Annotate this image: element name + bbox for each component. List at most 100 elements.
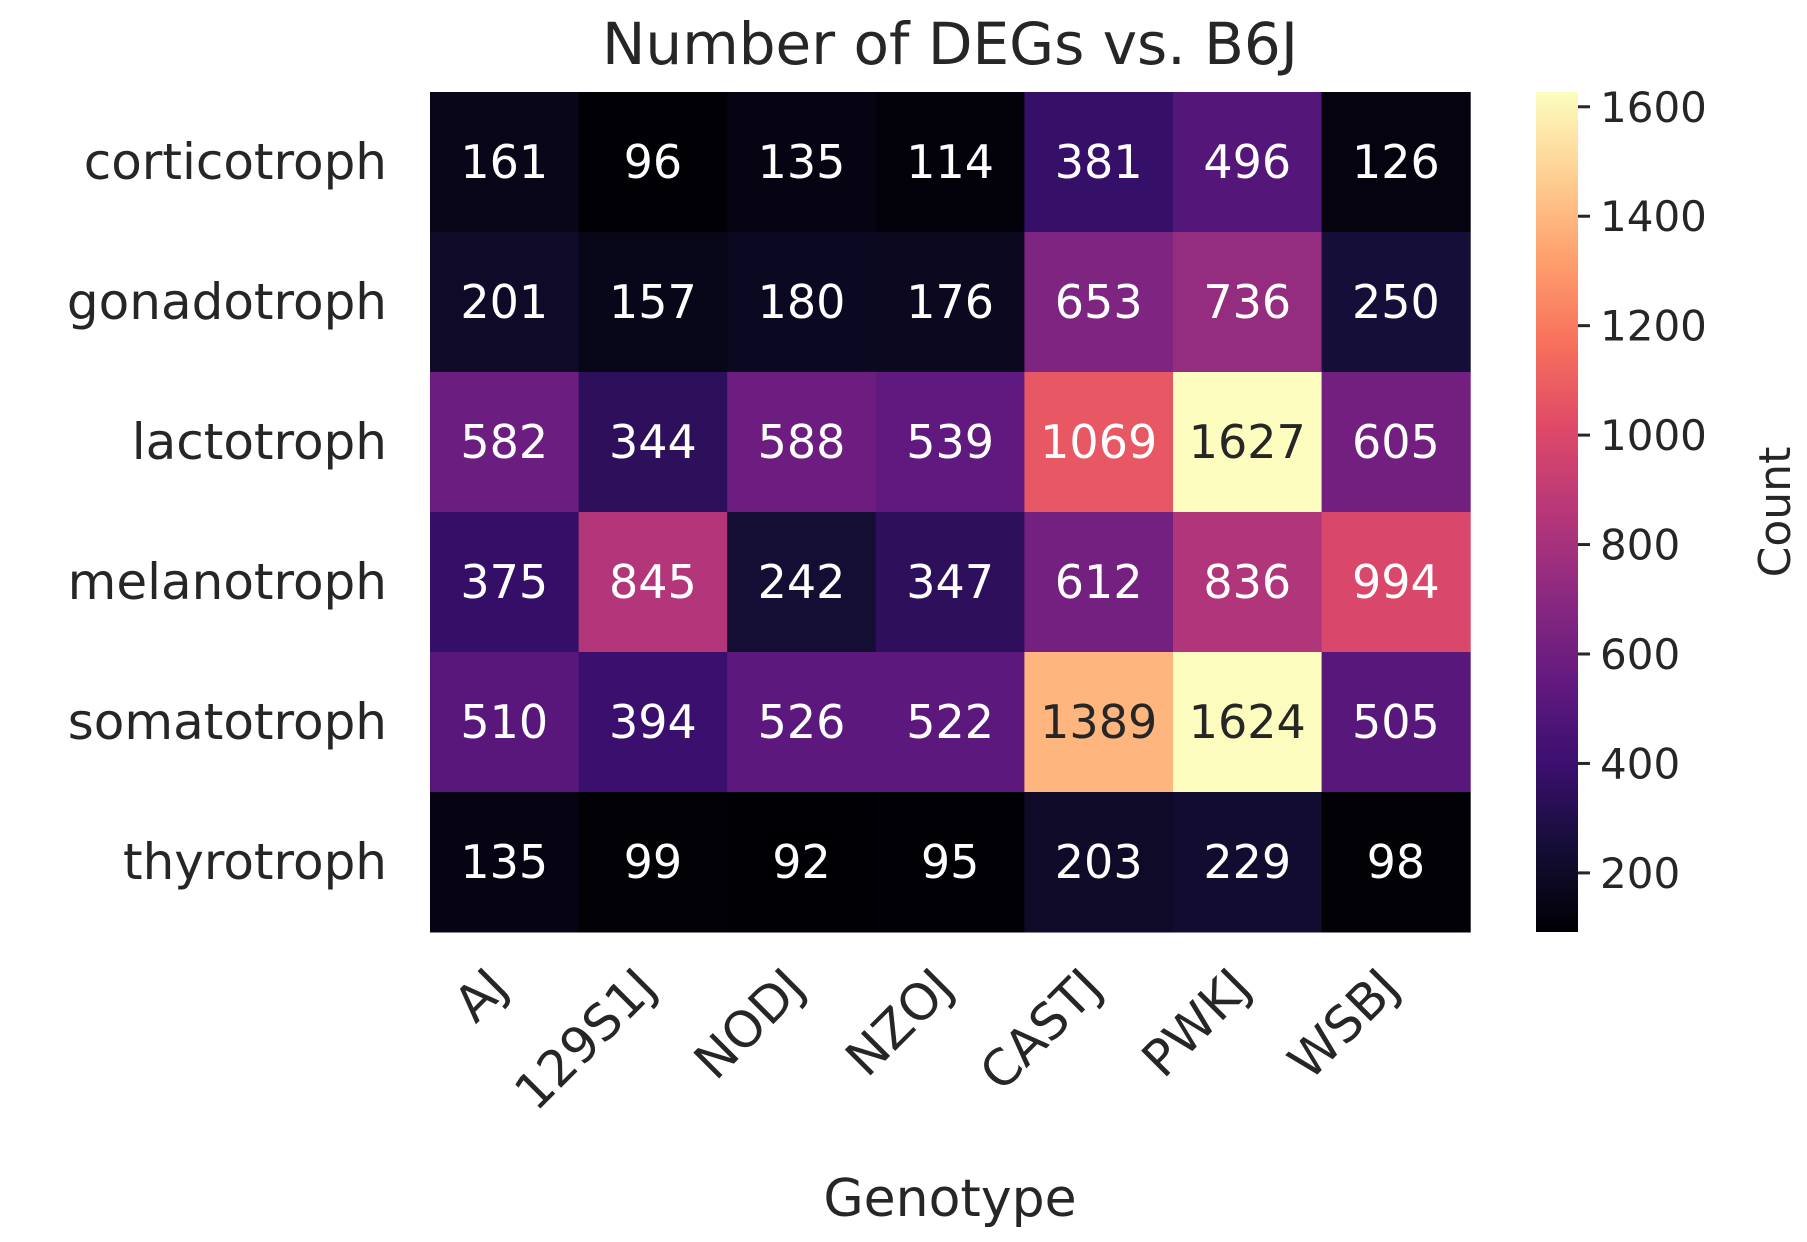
heatmap-cell bbox=[578, 512, 728, 653]
cell-value-label: 1627 bbox=[1189, 415, 1306, 469]
colorbar bbox=[1536, 92, 1578, 932]
cell-value-label: 176 bbox=[906, 275, 994, 329]
cell-value-label: 161 bbox=[460, 135, 548, 189]
x-axis-label: Genotype bbox=[823, 1169, 1076, 1229]
cell-value-label: 114 bbox=[906, 135, 994, 189]
cell-value-label: 347 bbox=[906, 555, 994, 609]
y-tick-label: gonadotroph bbox=[67, 273, 387, 331]
cell-value-label: 180 bbox=[758, 275, 846, 329]
cell-value-label: 92 bbox=[772, 835, 831, 889]
heatmap-cell bbox=[1321, 652, 1471, 793]
heatmap-cell bbox=[430, 512, 580, 653]
heatmap-cell bbox=[430, 232, 580, 373]
x-tick-label: AJ bbox=[443, 957, 519, 1033]
heatmap-cell bbox=[1321, 792, 1471, 933]
cell-value-label: 229 bbox=[1203, 835, 1291, 889]
cell-value-label: 612 bbox=[1055, 555, 1143, 609]
cell-value-label: 201 bbox=[460, 275, 548, 329]
cell-value-label: 375 bbox=[460, 555, 548, 609]
heatmap-cell bbox=[727, 792, 877, 933]
y-tick-label: somatotroph bbox=[68, 693, 387, 751]
heatmap-cell bbox=[578, 92, 728, 233]
x-tick-label: NZOJ bbox=[835, 957, 965, 1087]
cell-value-label: 510 bbox=[460, 695, 548, 749]
heatmap-cell bbox=[1173, 512, 1323, 653]
y-tick-label: thyrotroph bbox=[123, 833, 387, 891]
heatmap-cell bbox=[1024, 232, 1174, 373]
cell-value-label: 994 bbox=[1352, 555, 1440, 609]
heatmap-cell bbox=[875, 232, 1025, 373]
cell-value-label: 522 bbox=[906, 695, 994, 749]
cell-value-label: 1624 bbox=[1189, 695, 1306, 749]
cell-value-label: 1069 bbox=[1040, 415, 1157, 469]
heatmap-cell bbox=[1173, 792, 1323, 933]
cell-value-label: 582 bbox=[460, 415, 548, 469]
cell-value-label: 588 bbox=[758, 415, 846, 469]
y-tick-label: melanotroph bbox=[68, 553, 387, 611]
heatmap-cell bbox=[875, 652, 1025, 793]
colorbar-tick-label: 1400 bbox=[1600, 192, 1707, 241]
cell-value-label: 505 bbox=[1352, 695, 1440, 749]
heatmap-cell bbox=[875, 372, 1025, 513]
heatmap-cell bbox=[430, 652, 580, 793]
heatmap-cell bbox=[430, 92, 580, 233]
heatmap-cell bbox=[727, 372, 877, 513]
cell-value-label: 95 bbox=[921, 835, 980, 889]
cell-value-label: 381 bbox=[1055, 135, 1143, 189]
heatmap-cell bbox=[430, 792, 580, 933]
x-tick-label: 129S1J bbox=[504, 957, 668, 1121]
colorbar-tick-label: 1600 bbox=[1600, 83, 1707, 132]
cell-value-label: 394 bbox=[609, 695, 697, 749]
y-tick-labels: corticotroph gonadotroph lactotroph melanot… bbox=[67, 133, 387, 891]
x-tick-label: WSBJ bbox=[1277, 957, 1410, 1090]
heatmap-cell bbox=[578, 232, 728, 373]
heatmap-cell bbox=[1173, 372, 1323, 513]
heatmap-cell bbox=[1173, 232, 1323, 373]
cell-value-label: 539 bbox=[906, 415, 994, 469]
x-tick-label: NODJ bbox=[683, 957, 816, 1090]
cell-value-label: 605 bbox=[1352, 415, 1440, 469]
cell-value-label: 98 bbox=[1367, 835, 1426, 889]
cell-value-label: 736 bbox=[1203, 275, 1291, 329]
heatmap-cell bbox=[578, 652, 728, 793]
heatmap-cell bbox=[1321, 512, 1471, 653]
colorbar-ticks: 200 400 600 800 1000 1200 1400 1600 bbox=[1578, 83, 1707, 898]
colorbar-tick-label: 800 bbox=[1600, 521, 1680, 570]
colorbar-tick-label: 200 bbox=[1600, 849, 1680, 898]
x-tick-label: CASTJ bbox=[969, 957, 1113, 1101]
heatmap-cell bbox=[875, 792, 1025, 933]
colorbar-tick-label: 1000 bbox=[1600, 411, 1707, 460]
cell-value-label: 653 bbox=[1055, 275, 1143, 329]
cell-value-label: 99 bbox=[624, 835, 683, 889]
heatmap-cell bbox=[875, 512, 1025, 653]
heatmap-cell bbox=[875, 92, 1025, 233]
colorbar-tick-label: 600 bbox=[1600, 630, 1680, 679]
cell-value-label: 96 bbox=[624, 135, 683, 189]
colorbar-tick-label: 400 bbox=[1600, 739, 1680, 788]
cell-value-label: 203 bbox=[1055, 835, 1143, 889]
heatmap-cell bbox=[578, 792, 728, 933]
heatmap-cell bbox=[1173, 92, 1323, 233]
heatmap-cell bbox=[1024, 512, 1174, 653]
heatmap-cell bbox=[430, 372, 580, 513]
heatmap-cell bbox=[1321, 232, 1471, 373]
heatmap-cell bbox=[1321, 372, 1471, 513]
cell-value-label: 242 bbox=[758, 555, 846, 609]
cell-value-label: 135 bbox=[460, 835, 548, 889]
heatmap-cell bbox=[1024, 792, 1174, 933]
heatmap-cell bbox=[727, 652, 877, 793]
cell-value-label: 157 bbox=[609, 275, 697, 329]
y-tick-label: corticotroph bbox=[84, 133, 387, 191]
colorbar-tick-label: 1200 bbox=[1600, 302, 1707, 351]
x-tick-label: PWKJ bbox=[1131, 957, 1262, 1088]
cell-value-label: 496 bbox=[1203, 135, 1291, 189]
cell-value-label: 526 bbox=[758, 695, 846, 749]
heatmap-cell bbox=[1321, 92, 1471, 233]
cell-value-label: 845 bbox=[609, 555, 697, 609]
heatmap-cell bbox=[578, 372, 728, 513]
colorbar-label: Count bbox=[1750, 447, 1801, 578]
cell-value-label: 836 bbox=[1203, 555, 1291, 609]
cell-value-label: 135 bbox=[758, 135, 846, 189]
